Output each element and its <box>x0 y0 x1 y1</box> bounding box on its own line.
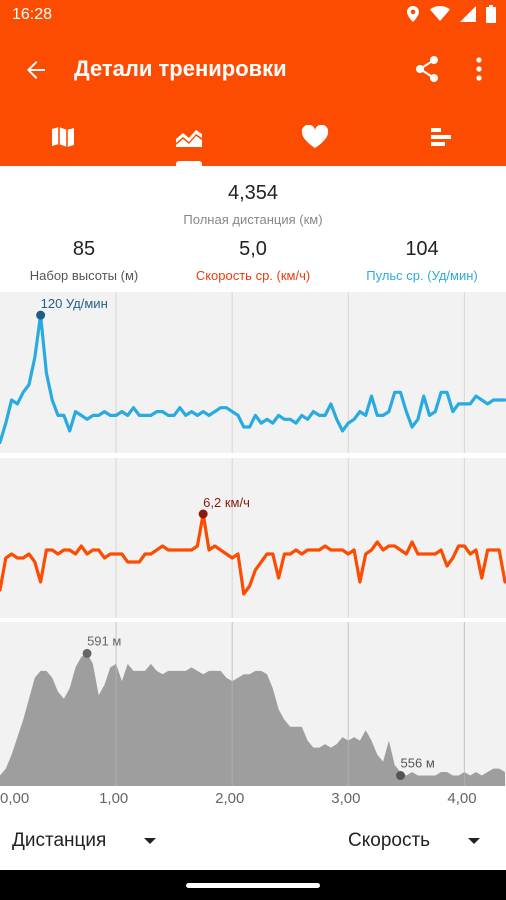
elevation-peak-marker <box>82 648 92 658</box>
page-title: Детали тренировки <box>74 56 287 81</box>
app-bar: Детали тренировки <box>0 32 506 108</box>
elevation-low-label: 556 м <box>401 756 435 771</box>
tab-bar <box>0 108 506 166</box>
elevation-label: Набор высоты (м) <box>29 268 139 283</box>
metric-selector[interactable]: Скорость <box>348 830 482 852</box>
pulse-value: 104 <box>405 238 439 260</box>
tab-splits[interactable] <box>378 108 504 166</box>
pulse-label: Пульс ср. (Уд/мин) <box>366 268 478 283</box>
more-options-button[interactable] <box>466 52 492 86</box>
dropdown-arrow-icon <box>468 838 481 844</box>
x-axis-selector-label: Дистанция <box>12 830 107 851</box>
tab-heart[interactable] <box>252 108 378 166</box>
elevation-stat: 85 Набор высоты (м) <box>0 238 168 283</box>
chart-icon <box>176 130 202 147</box>
pulse-peak-label: 120 Уд/мин <box>41 296 108 311</box>
signal-icon <box>460 6 476 22</box>
home-handle[interactable] <box>186 883 320 888</box>
x-tick-label: 1,00 <box>99 790 129 807</box>
share-icon <box>416 56 438 82</box>
dropdown-arrow-icon <box>144 838 157 844</box>
navigation-bar <box>0 870 506 900</box>
speed-value: 5,0 <box>239 238 267 260</box>
summary-stats: 4,354 Полная дистанция (км) 85 Набор выс… <box>0 166 506 292</box>
wifi-icon <box>430 6 450 21</box>
x-tick-label: 3,00 <box>331 790 361 807</box>
speed-line <box>0 512 506 596</box>
back-button[interactable] <box>18 52 54 88</box>
elevation-peak-label: 591 м <box>87 633 121 648</box>
pulse-stat: 104 Пульс ср. (Уд/мин) <box>338 238 506 283</box>
battery-icon <box>486 5 496 23</box>
x-axis-selector[interactable]: Дистанция <box>12 830 158 852</box>
arrow-back-icon <box>27 61 45 79</box>
analysis-charts: 120 Уд/мин 6,2 км/ч 591 м 556 м <box>0 292 506 786</box>
status-icons <box>406 5 496 23</box>
x-axis: 0,00 1,00 2,00 3,00 4,00 <box>0 786 506 810</box>
pulse-line <box>0 313 506 444</box>
more-vert-icon <box>476 57 482 81</box>
bottom-bar: Дистанция Скорость <box>0 812 506 870</box>
share-button[interactable] <box>410 52 444 86</box>
tab-map[interactable] <box>0 108 126 166</box>
location-icon <box>407 6 419 22</box>
elevation-value: 85 <box>72 238 96 260</box>
chart-panel-bg <box>0 458 506 618</box>
tab-indicator <box>176 161 202 166</box>
speed-stat: 5,0 Скорость ср. (км/ч) <box>169 238 337 283</box>
map-icon <box>52 127 74 147</box>
speed-peak-marker <box>198 509 208 519</box>
elevation-area <box>0 653 505 786</box>
heart-icon <box>301 125 329 148</box>
status-bar: 16:28 <box>0 0 506 32</box>
metric-selector-label: Скорость <box>348 830 431 851</box>
splits-icon <box>431 128 451 146</box>
x-tick-label: 0,00 <box>0 790 30 807</box>
tab-analysis[interactable] <box>126 108 252 166</box>
x-tick-label: 2,00 <box>215 790 245 807</box>
distance-value: 4,354 <box>227 182 279 204</box>
pulse-peak-marker <box>36 310 46 320</box>
chart-panel-bg <box>0 292 506 454</box>
status-time: 16:28 <box>12 6 53 23</box>
speed-label: Скорость ср. (км/ч) <box>195 268 311 283</box>
distance-label: Полная дистанция (км) <box>183 212 323 227</box>
speed-peak-label: 6,2 км/ч <box>203 495 250 510</box>
x-tick-label: 4,00 <box>447 790 477 807</box>
elevation-low-marker <box>396 771 406 781</box>
